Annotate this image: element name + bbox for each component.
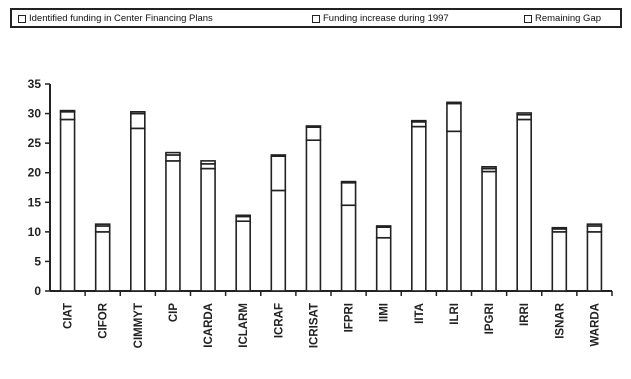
y-tick-label: 25	[28, 136, 42, 150]
x-tick-label: IPGRI	[484, 303, 496, 334]
bar-segment-identified-funding	[165, 160, 181, 292]
bar-segment-identified-funding	[270, 189, 287, 292]
bar-segment-funding-increase	[586, 225, 603, 233]
y-tick-label: 20	[28, 166, 42, 180]
bar-segment-identified-funding	[516, 118, 532, 292]
x-tick-label: ISNAR	[554, 302, 566, 338]
bar-segment-identified-funding	[481, 170, 497, 292]
bar-segment-identified-funding	[305, 139, 322, 292]
bar-segment-funding-increase	[130, 112, 146, 130]
bar-segment-identified-funding	[446, 130, 462, 292]
bar-segment-remaining-gap	[446, 101, 462, 105]
legend-swatch	[18, 14, 26, 23]
bar-segment-funding-increase	[165, 154, 181, 162]
bar-segment-remaining-gap	[165, 151, 181, 156]
bar-segment-funding-increase	[270, 155, 287, 192]
y-tick-label: 0	[34, 284, 41, 298]
x-tick-label: ICRISAT	[308, 303, 320, 348]
bar-segment-remaining-gap	[305, 125, 322, 128]
bar-segment-funding-increase	[446, 102, 462, 133]
bar-segment-remaining-gap	[551, 226, 568, 230]
bar-segment-funding-increase	[340, 181, 357, 207]
legend-label: Remaining Gap	[535, 13, 602, 24]
bar-segment-remaining-gap	[235, 214, 251, 218]
chart-legend: Identified funding in Center Financing P…	[10, 8, 622, 28]
y-tick-label: 15	[28, 195, 42, 209]
legend-swatch	[524, 14, 532, 23]
bar-segment-identified-funding	[551, 231, 568, 292]
x-tick-label: CIFOR	[98, 302, 110, 338]
bar-segment-funding-increase	[59, 110, 76, 121]
legend-item-funding-increase: Funding increase during 1997	[312, 13, 449, 24]
bar-segment-funding-increase	[375, 226, 392, 239]
legend-item-remaining-gap: Remaining Gap	[524, 13, 601, 24]
x-tick-label: WARDA	[589, 303, 601, 346]
x-tick-label: IRRI	[519, 303, 531, 326]
bar-segment-identified-funding	[200, 167, 216, 292]
x-tick-label: ICARDA	[203, 303, 215, 348]
bar-segment-identified-funding	[130, 127, 146, 292]
x-tick-label: ICLARM	[238, 303, 250, 348]
x-tick-label: CIAT	[63, 303, 75, 329]
legend-label: Funding increase during 1997	[323, 13, 449, 24]
bar-segment-remaining-gap	[59, 109, 76, 113]
bar-segment-remaining-gap	[130, 110, 146, 115]
legend-swatch	[312, 14, 320, 23]
bar-segment-identified-funding	[94, 231, 111, 292]
bar-segment-funding-increase	[305, 126, 322, 141]
x-tick-label: IIMI	[379, 303, 391, 322]
bar-segment-remaining-gap	[270, 154, 287, 157]
legend-label: Identified funding in Center Financing P…	[29, 13, 213, 24]
bar-segment-identified-funding	[340, 204, 357, 292]
y-tick-label: 30	[28, 107, 42, 121]
bar-segment-remaining-gap	[516, 112, 532, 116]
y-tick-label: 35	[28, 77, 42, 91]
legend-item-identified-funding: Identified funding in Center Financing P…	[18, 13, 213, 24]
x-tick-label: CIP	[168, 303, 180, 323]
x-tick-label: ILRI	[449, 303, 461, 325]
bar-segment-remaining-gap	[375, 225, 392, 228]
bar-segment-remaining-gap	[586, 223, 603, 227]
x-tick-label: CIMMYT	[133, 303, 145, 348]
bar-segment-funding-increase	[94, 225, 111, 233]
bar-segment-identified-funding	[411, 125, 427, 292]
bar-segment-identified-funding	[375, 236, 392, 292]
x-tick-label: ICRAF	[273, 303, 285, 338]
bar-segment-remaining-gap	[94, 223, 111, 227]
x-tick-label: IFPRI	[344, 303, 356, 332]
y-tick-label: 5	[34, 254, 41, 268]
bar-segment-identified-funding	[586, 231, 603, 292]
y-tick-label: 10	[28, 225, 42, 239]
bar-segment-remaining-gap	[411, 119, 427, 123]
bar-segment-remaining-gap	[340, 180, 357, 184]
bar-segment-remaining-gap	[481, 166, 497, 170]
bar-segment-identified-funding	[59, 118, 76, 292]
bar-segment-remaining-gap	[200, 160, 216, 165]
bar-segment-identified-funding	[235, 220, 251, 292]
x-tick-label: IITA	[414, 303, 426, 324]
